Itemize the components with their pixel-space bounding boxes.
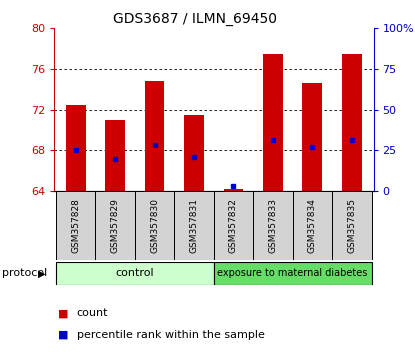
Bar bbox=[135, 191, 174, 260]
Text: count: count bbox=[77, 308, 108, 318]
Text: GSM357832: GSM357832 bbox=[229, 198, 238, 253]
Bar bbox=[224, 189, 243, 191]
Text: exposure to maternal diabetes: exposure to maternal diabetes bbox=[217, 268, 368, 279]
Text: GSM357829: GSM357829 bbox=[111, 198, 120, 253]
Bar bbox=[293, 191, 332, 260]
Text: GSM357830: GSM357830 bbox=[150, 198, 159, 253]
Text: ■: ■ bbox=[58, 308, 68, 318]
Bar bbox=[303, 83, 322, 191]
Text: GSM357833: GSM357833 bbox=[269, 198, 277, 253]
Bar bbox=[56, 191, 95, 260]
Bar bbox=[184, 115, 204, 191]
Text: GSM357835: GSM357835 bbox=[347, 198, 356, 253]
Bar bbox=[332, 191, 371, 260]
Text: GSM357828: GSM357828 bbox=[71, 198, 80, 253]
Text: GDS3687 / ILMN_69450: GDS3687 / ILMN_69450 bbox=[113, 12, 277, 27]
Bar bbox=[342, 54, 361, 191]
Bar bbox=[174, 191, 214, 260]
Bar bbox=[214, 191, 253, 260]
Text: ■: ■ bbox=[58, 330, 68, 339]
Bar bbox=[263, 54, 283, 191]
Bar bbox=[253, 191, 293, 260]
Bar bbox=[66, 105, 85, 191]
Text: control: control bbox=[115, 268, 154, 279]
Bar bbox=[56, 262, 214, 285]
Text: GSM357831: GSM357831 bbox=[190, 198, 198, 253]
Bar bbox=[145, 81, 164, 191]
Text: protocol: protocol bbox=[2, 268, 47, 279]
Text: ▶: ▶ bbox=[38, 268, 46, 279]
Bar bbox=[105, 120, 125, 191]
Text: percentile rank within the sample: percentile rank within the sample bbox=[77, 330, 265, 339]
Bar bbox=[214, 262, 371, 285]
Text: GSM357834: GSM357834 bbox=[308, 198, 317, 253]
Bar bbox=[95, 191, 135, 260]
